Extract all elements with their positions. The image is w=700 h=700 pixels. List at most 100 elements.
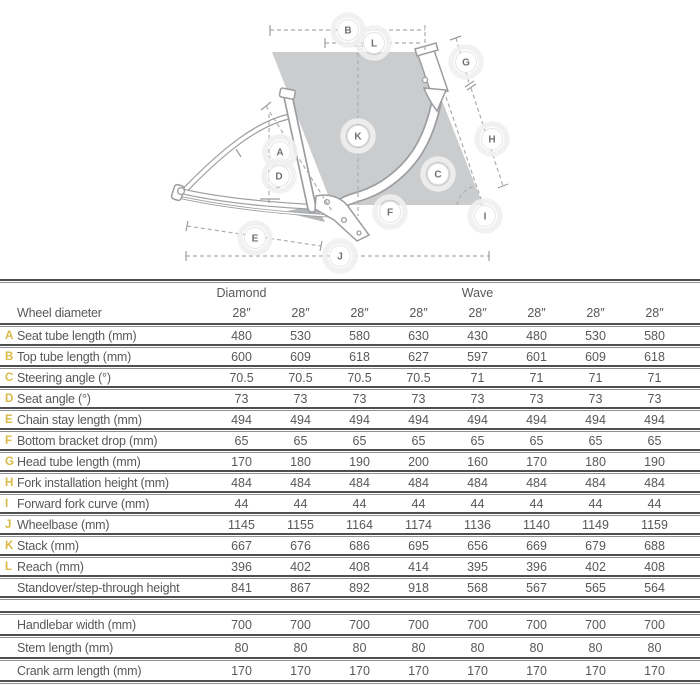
row-separator [0,657,700,661]
cell-value: 484 [408,475,429,490]
geometry-table-rows: Diamond Wave Wheel diameter 28″ 28″ 28″ 28″ 28″… [0,279,700,684]
cell-value: 688 [644,538,665,553]
cell-value: 44 [647,496,662,511]
cell-value: 65 [234,433,249,448]
row-label: Handlebar width (mm) [17,617,136,632]
cell-value: 73 [529,391,544,406]
head-tube-cap [414,42,439,57]
cell-value: 484 [349,475,370,490]
row-label: Top tube length (mm) [17,349,132,364]
cell-value: 80 [647,640,662,655]
cell-value: 494 [349,412,370,427]
cell-value: 44 [352,496,367,511]
dim-c-arc [456,185,475,206]
cell-value: 530 [290,328,311,343]
cell-value: 484 [290,475,311,490]
cell-value: Wave [461,286,494,300]
cell-value: 170 [585,663,606,678]
cell-value: 402 [585,559,606,574]
cell-value: 170 [408,663,429,678]
head-gusset [422,87,448,113]
cell-value: 80 [411,640,426,655]
row-label: Fork installation height (mm) [17,475,169,490]
cell-value: 627 [408,349,429,364]
table-row: D Seat angle (°) 73 73 73 73 73 73 73 73 [0,390,700,407]
table-row: Crank arm length (mm) 170 170 170 170 170 170 1… [0,661,700,680]
cell-value: 609 [585,349,606,364]
marker-i: I [467,198,503,234]
marker-letter: E [252,234,259,245]
table-row: L Reach (mm) 396 402 408 414 395 396 402 408 [0,558,700,575]
row-separator [0,365,700,369]
cell-value: 408 [644,559,665,574]
marker-letter: F [387,208,393,219]
marker-letter: H [488,135,495,146]
row-separator [0,611,700,615]
cell-value: 65 [352,433,367,448]
cell-value: 1149 [582,517,609,532]
table-row: Handlebar width (mm) 700 700 700 700 700 700 70… [0,615,700,634]
row-separator [0,680,700,684]
cell-value: 700 [467,617,488,632]
cell-value: 600 [231,349,252,364]
cell-value: 44 [293,496,308,511]
cell-value: 73 [470,391,485,406]
cell-value: 695 [408,538,429,553]
cell-value: 73 [352,391,367,406]
marker-letter: J [337,252,343,263]
marker-letter: C [434,170,441,181]
cell-value: 28″ [409,306,428,320]
row-separator [0,386,700,390]
cell-value: 170 [526,663,547,678]
cell-value: 494 [290,412,311,427]
cell-value: 841 [231,580,252,595]
row-letter: D [5,392,14,405]
cell-value: 65 [411,433,426,448]
cell-value: 1145 [228,517,255,532]
marker-c: C [420,156,456,192]
marker-letter: G [462,58,470,69]
cell-value: 430 [467,328,488,343]
marker-letter: D [275,172,282,183]
cell-value: 80 [529,640,544,655]
cell-value: 44 [411,496,426,511]
row-letter: J [5,518,12,531]
cell-value: 669 [526,538,547,553]
cell-value: 676 [290,538,311,553]
row-label: Crank arm length (mm) [17,663,142,678]
cell-value: 65 [588,433,603,448]
cell-value: 1155 [287,517,314,532]
row-label: Wheel diameter [17,306,102,320]
cell-value: 396 [231,559,252,574]
cell-value: 918 [408,580,429,595]
cell-value: 494 [231,412,252,427]
marker-letter: K [354,132,362,143]
table-row: Wheel diameter 28″ 28″ 28″ 28″ 28″ 28″ 28″ 28″ [0,303,700,323]
cell-value: 601 [526,349,547,364]
table-row: I Forward fork curve (mm) 44 44 44 44 44 44 44 44 [0,495,700,512]
cell-value: 180 [290,454,311,469]
row-label: Chain stay length (mm) [17,412,142,427]
cell-value: 494 [585,412,606,427]
cell-value: 73 [411,391,426,406]
row-letter: G [5,455,14,468]
cell-value: 70.5 [288,370,313,385]
cell-value: 44 [529,496,544,511]
row-letter: E [5,413,13,426]
table-row: F Bottom bracket drop (mm) 65 65 65 65 65 65 65 6… [0,432,700,449]
table-row: Stem length (mm) 80 80 80 80 80 80 80 80 [0,638,700,657]
cell-value: 170 [231,454,252,469]
row-letter: F [5,434,13,447]
head-bolt [421,76,429,84]
cell-value: 28″ [586,306,605,320]
table-gap [0,600,700,611]
row-label: Steering angle (°) [17,370,111,385]
table-row: Diamond Wave [0,283,700,303]
cell-value: 700 [231,617,252,632]
cell-value: 484 [644,475,665,490]
frame-geometry-diagram: A B C D E F G H [170,12,510,274]
cell-value: 170 [231,663,252,678]
cell-value: 679 [585,538,606,553]
cell-value: 414 [408,559,429,574]
marker-letter: L [371,39,377,50]
